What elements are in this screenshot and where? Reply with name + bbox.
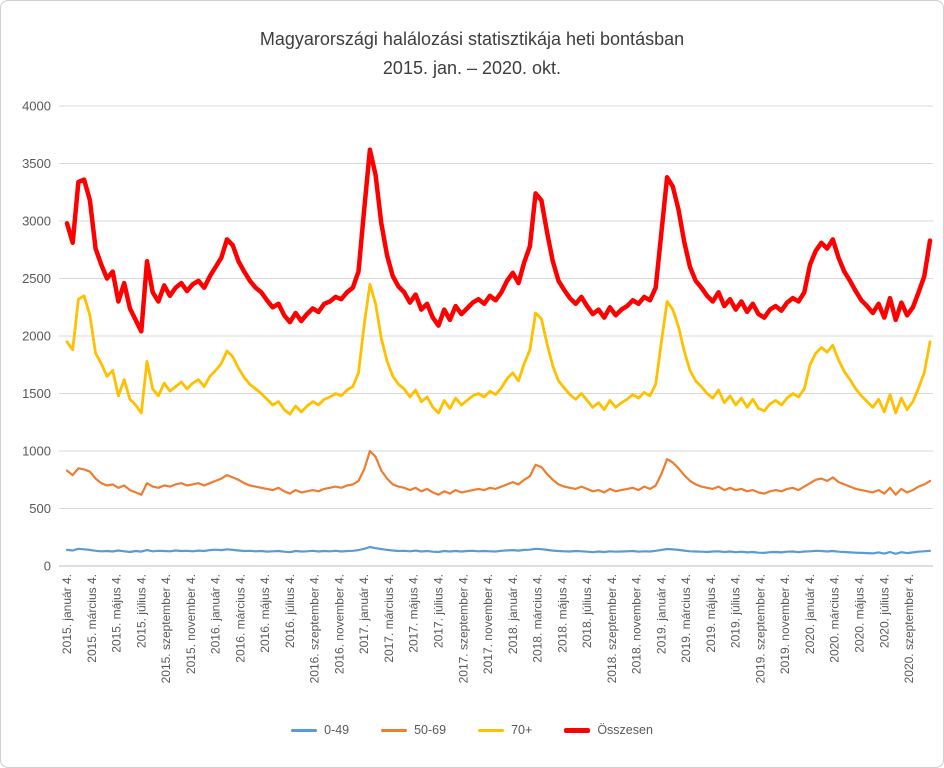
legend-swatch-70plus <box>478 728 505 732</box>
y-axis-label: 3000 <box>22 214 51 229</box>
x-axis-label: 2020. május 4. <box>853 574 867 653</box>
series-line-50-69 <box>65 449 932 496</box>
x-axis-label: 2017. július 4. <box>432 574 446 648</box>
x-axis-label: 2019. július 4. <box>729 574 743 648</box>
x-axis-label: 2015. január 4. <box>60 574 74 654</box>
x-axis-label: 2017. május 4. <box>407 574 421 653</box>
series-lines <box>64 147 933 555</box>
legend-label-osszesen: Összesen <box>597 723 653 737</box>
x-axis-label: 2017. január 4. <box>357 574 371 654</box>
x-axis-label: 2019. november 4. <box>778 574 792 674</box>
x-axis-labels: 2015. január 4. 2015. március 4. 2015. máj… <box>60 574 916 683</box>
x-axis-label: 2017. szeptember 4. <box>456 574 470 683</box>
x-axis-label: 2015. május 4. <box>110 574 124 653</box>
x-axis-label: 2019. január 4. <box>654 574 668 654</box>
x-axis-label: 2016. november 4. <box>332 574 346 674</box>
y-axis-label: 2000 <box>22 329 51 344</box>
legend-item-50-69: 50-69 <box>381 723 446 737</box>
x-axis-label: 2016. szeptember 4. <box>308 574 322 683</box>
legend-item-osszesen: Összesen <box>564 723 653 737</box>
y-axis-label: 2500 <box>22 271 51 286</box>
legend-label-50-69: 50-69 <box>414 723 447 737</box>
x-axis-label: 2016. július 4. <box>283 574 297 648</box>
x-axis-label: 2020. szeptember 4. <box>902 574 916 683</box>
x-axis-label: 2020. március 4. <box>828 574 842 663</box>
legend-label-0-49: 0-49 <box>324 723 350 737</box>
legend-item-70plus: 70+ <box>478 723 532 737</box>
series-line-Összesen <box>64 147 933 334</box>
x-axis-label: 2016. május 4. <box>258 574 272 653</box>
x-axis-label: 2019. szeptember 4. <box>753 574 767 683</box>
y-axis-label: 1500 <box>22 386 51 401</box>
y-axis-label: 500 <box>29 501 51 516</box>
x-axis-label: 2017. március 4. <box>382 574 396 663</box>
x-axis-label: 2019. március 4. <box>679 574 693 663</box>
x-axis-label: 2016. március 4. <box>233 574 247 663</box>
y-axis-label: 1000 <box>22 444 51 459</box>
y-axis-label: 0 <box>44 559 51 574</box>
x-axis-label: 2018. március 4. <box>531 574 545 663</box>
x-axis-label: 2018. szeptember 4. <box>605 574 619 683</box>
gridlines <box>59 105 933 567</box>
chart-subtitle: 2015. jan. – 2020. okt. <box>382 57 562 78</box>
x-axis-label: 2018. július 4. <box>580 574 594 648</box>
mortality-line-chart: 0 500 1000 1500 2000 2500 3000 3500 4000 2015. ja… <box>22 99 933 683</box>
x-axis-label: 2018. május 4. <box>555 574 569 653</box>
x-axis-label: 2015. szeptember 4. <box>159 574 173 683</box>
chart-legend: 0-49 50-69 70+ Összesen <box>1 723 943 737</box>
x-axis-label: 2017. november 4. <box>481 574 495 674</box>
x-axis-label: 2020. július 4. <box>877 574 891 648</box>
x-axis-label: 2018. január 4. <box>506 574 520 654</box>
x-axis-label: 2015. július 4. <box>134 574 148 648</box>
y-axis-label: 3500 <box>22 156 51 171</box>
legend-swatch-osszesen <box>564 727 591 733</box>
series-line-70+ <box>65 282 932 416</box>
chart-title: Magyarországi halálozási statisztikája h… <box>259 29 685 49</box>
y-axis-label: 4000 <box>22 99 51 114</box>
legend-swatch-0-49 <box>291 728 318 732</box>
x-axis-label: 2015. november 4. <box>184 574 198 674</box>
x-axis-label: 2020. január 4. <box>803 574 817 654</box>
y-axis-labels: 0 500 1000 1500 2000 2500 3000 3500 4000 <box>22 99 51 574</box>
x-axis-label: 2015. március 4. <box>85 574 99 663</box>
legend-swatch-50-69 <box>381 728 408 732</box>
legend-item-0-49: 0-49 <box>291 723 349 737</box>
series-line-0-49 <box>65 545 932 555</box>
chart-title-block: Magyarországi halálozási statisztikája h… <box>1 25 943 83</box>
legend-label-70plus: 70+ <box>511 723 533 737</box>
x-axis-label: 2018. november 4. <box>630 574 644 674</box>
x-axis-label: 2016. január 4. <box>209 574 223 654</box>
x-axis-label: 2019. május 4. <box>704 574 718 653</box>
